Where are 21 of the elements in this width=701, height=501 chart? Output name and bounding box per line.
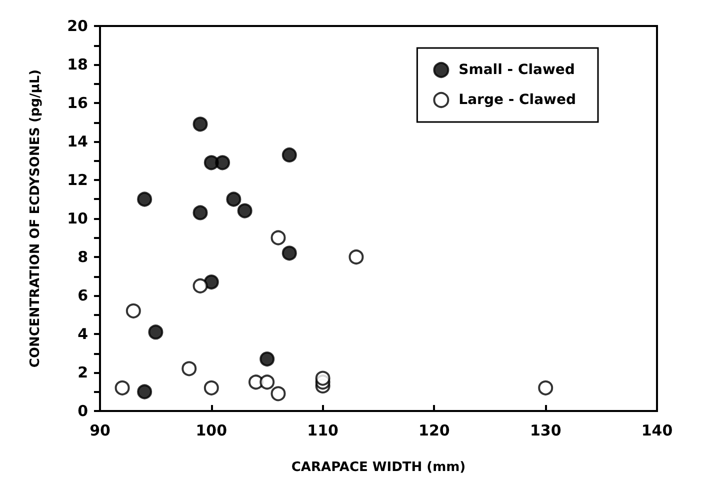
y-tick-label: 2 — [78, 364, 88, 382]
x-tick-label: 100 — [196, 422, 228, 440]
x-tick-label: 140 — [641, 422, 673, 440]
x-tick-label: 120 — [418, 422, 450, 440]
y-tick-label: 6 — [78, 286, 88, 304]
legend-label: Large - Clawed — [458, 92, 576, 108]
y-tick-label: 4 — [78, 325, 88, 343]
y-tick-label: 20 — [67, 17, 88, 35]
y-tick-label: 12 — [67, 171, 88, 189]
y-tick-label: 18 — [67, 56, 88, 74]
x-tick-label: 110 — [307, 422, 338, 440]
x-tick-label: 90 — [90, 422, 110, 440]
y-tick-label: 10 — [67, 210, 88, 228]
y-tick-label: 0 — [78, 402, 88, 420]
y-axis-title: CONCENTRATION OF ECDYSONES (pg/µL) — [28, 69, 43, 368]
x-axis-title: CARAPACE WIDTH (mm) — [291, 460, 466, 475]
y-tick-label: 8 — [78, 248, 88, 266]
y-tick-label: 14 — [67, 132, 88, 150]
y-tick-label: 16 — [67, 94, 88, 112]
x-tick-label: 130 — [530, 422, 562, 440]
legend-label: Small - Clawed — [458, 62, 575, 78]
